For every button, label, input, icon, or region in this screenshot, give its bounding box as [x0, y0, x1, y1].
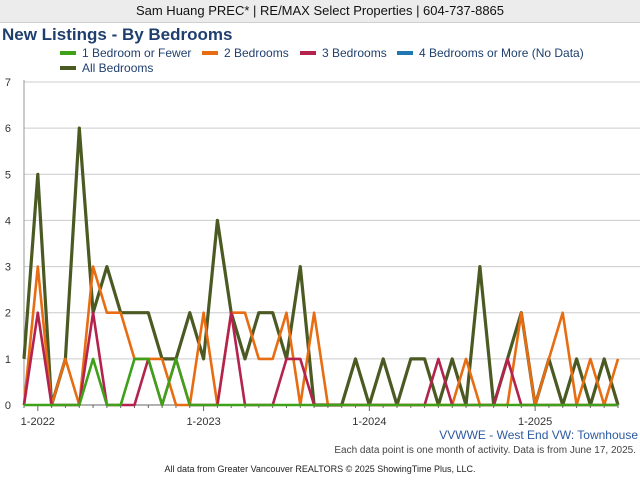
legend-swatch	[397, 51, 413, 55]
y-tick-label: 2	[5, 308, 11, 320]
legend-swatch	[202, 51, 218, 55]
legend-item-2br[interactable]: 2 Bedrooms	[202, 46, 289, 60]
legend-label: 2 Bedrooms	[224, 46, 289, 60]
x-tick-label: 1-2024	[352, 416, 386, 428]
legend-item-1br[interactable]: 1 Bedroom or Fewer	[60, 46, 191, 60]
legend-label: 3 Bedrooms	[322, 46, 387, 60]
header-text: Sam Huang PREC* | RE/MAX Select Properti…	[135, 3, 505, 18]
footer-credit: All data from Greater Vancouver REALTORS…	[164, 464, 476, 474]
legend-item-all[interactable]: All Bedrooms	[60, 61, 153, 75]
legend-label: 4 Bedrooms or More (No Data)	[419, 46, 584, 60]
header-bar: Sam Huang PREC* | RE/MAX Select Properti…	[0, 0, 640, 23]
legend-swatch	[60, 66, 76, 70]
series-line-0	[24, 357, 618, 407]
legend-swatch	[300, 51, 316, 55]
y-tick-label: 5	[5, 169, 11, 181]
legend-item-3br[interactable]: 3 Bedrooms	[300, 46, 387, 60]
grid-layer	[24, 81, 640, 360]
legend-label: All Bedrooms	[82, 61, 154, 75]
chart-legend: 1 Bedroom or Fewer 2 Bedrooms 3 Bedrooms…	[0, 46, 640, 78]
series-line-1	[22, 265, 620, 407]
chart-title: New Listings - By Bedrooms	[2, 25, 233, 44]
y-tick-label: 6	[5, 123, 11, 135]
series-layer	[22, 126, 620, 407]
legend-item-4br[interactable]: 4 Bedrooms or More (No Data)	[397, 46, 584, 60]
x-tick-label: 1-2023	[186, 416, 220, 428]
legend-label: 1 Bedroom or Fewer	[82, 46, 192, 60]
y-tick-label: 4	[5, 215, 11, 227]
legend-swatch	[60, 51, 76, 55]
y-tick-label: 1	[5, 354, 11, 366]
x-tick-label: 1-2025	[518, 416, 552, 428]
y-tick-label: 0	[5, 400, 11, 412]
y-tick-label: 7	[5, 77, 11, 89]
footer-series-label: VVWWE - West End VW: Townhouse	[439, 428, 638, 442]
y-tick-label: 3	[5, 262, 11, 274]
x-tick-label: 1-2022	[21, 416, 55, 428]
footer-note: Each data point is one month of activity…	[334, 445, 636, 456]
